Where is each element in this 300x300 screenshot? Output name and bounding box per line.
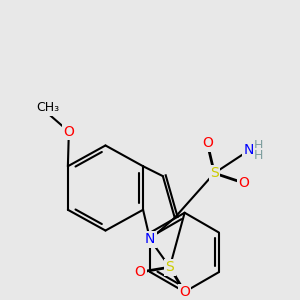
Text: CH₃: CH₃	[37, 101, 60, 114]
Text: O: O	[238, 176, 249, 190]
Text: S: S	[165, 260, 174, 274]
Text: O: O	[179, 285, 190, 299]
Text: O: O	[135, 265, 146, 279]
Text: O: O	[202, 136, 213, 151]
Text: H: H	[254, 149, 263, 162]
Text: O: O	[63, 124, 74, 139]
Text: H: H	[254, 139, 263, 152]
Text: S: S	[210, 166, 219, 180]
Text: N: N	[244, 143, 254, 158]
Text: N: N	[145, 232, 155, 247]
